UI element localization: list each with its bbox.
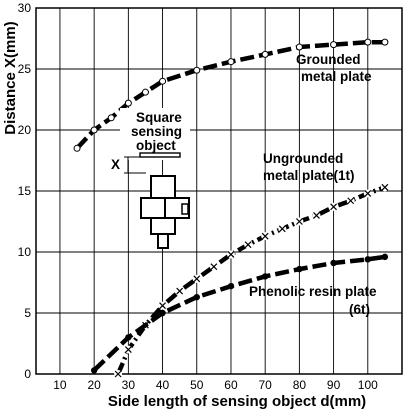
data-point <box>73 144 81 152</box>
data-point <box>90 367 98 374</box>
data-point <box>261 50 269 58</box>
data-point <box>313 211 320 219</box>
data-point <box>330 259 337 267</box>
data-point <box>124 346 132 354</box>
y-tick-label: 15 <box>18 184 32 198</box>
data-point <box>295 43 303 51</box>
data-point <box>381 38 389 46</box>
data-point <box>193 66 201 74</box>
sensor-nub <box>181 203 189 215</box>
annotation-phenolic-line2: (6t) <box>349 302 370 317</box>
data-point <box>90 126 98 134</box>
sensor-head <box>150 175 176 199</box>
sensor-base <box>150 217 176 235</box>
data-point <box>364 256 371 263</box>
data-point <box>114 370 122 378</box>
data-point <box>159 302 166 310</box>
x-tick-label: 20 <box>87 378 101 392</box>
data-point <box>107 114 115 122</box>
series-1 <box>114 183 389 378</box>
annotation-grounded-line2: metal plate <box>301 69 372 84</box>
inset-label-line1: Square <box>136 110 182 125</box>
data-point <box>364 190 372 197</box>
data-point <box>330 203 338 211</box>
y-tick-label: 0 <box>24 367 31 381</box>
x-tick-label: 40 <box>156 378 170 392</box>
annotation-grounded-line1: Grounded <box>296 52 361 67</box>
inset-x-label: X <box>111 157 120 172</box>
data-point <box>261 273 269 280</box>
series-2 <box>90 253 389 374</box>
annotation-ungrounded-line1: Ungrounded <box>263 151 343 166</box>
x-tick-label: 70 <box>258 378 272 392</box>
data-point <box>141 88 149 96</box>
x-tick-label: 30 <box>122 378 136 392</box>
y-tick-label: 5 <box>24 306 31 320</box>
y-tick-label: 25 <box>18 62 32 76</box>
data-point <box>347 197 355 205</box>
data-point <box>364 38 372 46</box>
series-line <box>92 254 386 372</box>
y-tick-labels: 0 5 10 15 20 25 30 <box>18 1 32 381</box>
y-tick-label: 10 <box>18 245 32 259</box>
data-point <box>176 287 184 295</box>
x-tick-label: 100 <box>358 378 378 392</box>
data-point <box>244 241 252 249</box>
data-point <box>227 251 235 258</box>
data-point <box>210 263 218 271</box>
x-tick-label: 80 <box>293 378 307 392</box>
sensor-illustration: Square sensing object X <box>111 108 190 249</box>
data-point <box>124 99 132 107</box>
series-layer <box>73 38 389 378</box>
series-0 <box>73 38 389 152</box>
data-point <box>330 41 338 49</box>
x-tick-label: 50 <box>190 378 204 392</box>
inset-label-line3: object <box>136 138 176 153</box>
data-point <box>227 282 235 290</box>
data-point <box>159 309 166 317</box>
data-point <box>278 225 286 233</box>
data-point <box>227 58 235 66</box>
data-point <box>193 293 200 301</box>
sensing-object-plate <box>139 152 181 158</box>
x-tick-label: 60 <box>224 378 238 392</box>
data-point <box>381 253 389 261</box>
x-tick-labels: 10 20 30 40 50 60 70 80 90 100 <box>53 378 378 392</box>
x-tick-label: 10 <box>53 378 67 392</box>
data-point <box>159 77 167 85</box>
data-point <box>381 183 389 191</box>
data-point <box>125 334 132 341</box>
x-axis-label: Side length of sensing object d(mm) <box>108 393 366 410</box>
y-axis-label: Distance X(mm) <box>2 21 19 134</box>
plot-frame <box>35 7 403 375</box>
annotation-phenolic-line1: Phenolic resin plate <box>249 284 377 299</box>
inset-label-line2: sensing <box>131 124 182 139</box>
data-point <box>193 275 201 283</box>
data-point <box>296 265 303 273</box>
sensor-cable <box>157 233 169 249</box>
data-point <box>295 218 303 225</box>
grid <box>36 8 402 374</box>
data-point <box>261 232 269 240</box>
y-tick-label: 30 <box>18 1 32 15</box>
annotation-ungrounded-line2: metal plate(1t) <box>263 168 355 183</box>
y-tick-label: 20 <box>18 123 32 137</box>
x-tick-label: 90 <box>327 378 341 392</box>
